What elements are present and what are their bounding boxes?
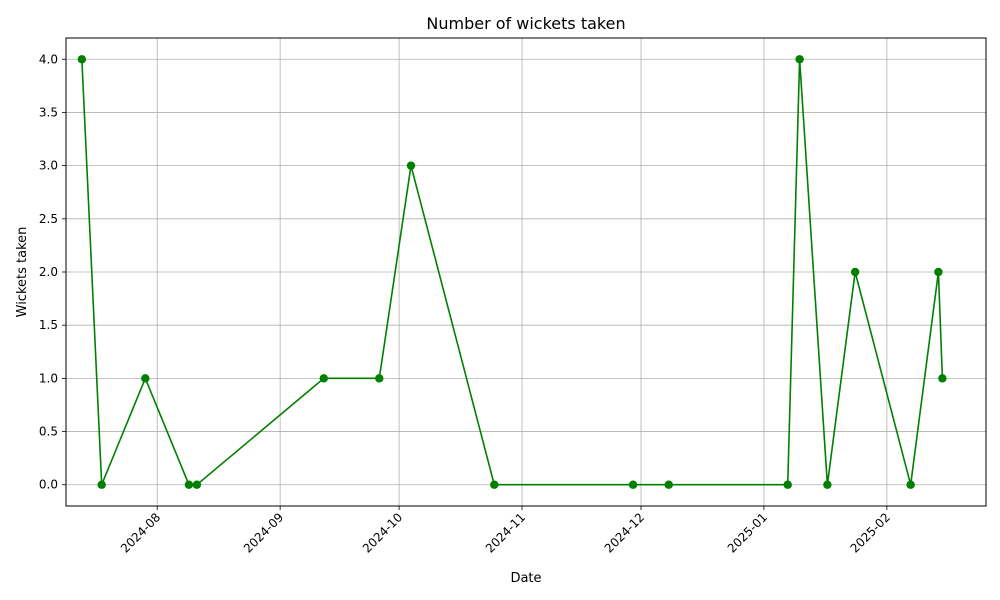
data-point (141, 374, 150, 383)
x-tick-label: 2025-01 (725, 510, 770, 555)
x-tick-label: 2024-08 (118, 510, 163, 555)
x-axis-ticks: 2024-08 2024-09 2024-10 2024-11 2024-12 2025-… (118, 506, 893, 556)
data-point (795, 55, 804, 64)
x-tick-label: 2025-02 (848, 510, 893, 555)
series-wickets (77, 55, 947, 489)
data-point (375, 374, 384, 383)
y-tick-label: 4.0 (39, 52, 58, 66)
y-tick-label: 2.0 (39, 265, 58, 279)
data-point (406, 161, 416, 170)
x-tick-label: 2024-10 (360, 510, 405, 555)
y-tick-label: 1.5 (39, 318, 58, 332)
y-axis-label: Wickets taken (15, 227, 30, 318)
data-point (823, 480, 832, 489)
data-point (97, 480, 106, 489)
grid-lines (66, 38, 986, 506)
x-tick-label: 2024-12 (602, 510, 647, 555)
data-point (184, 480, 194, 489)
data-point (934, 267, 943, 277)
y-tick-label: 2.5 (39, 212, 58, 226)
plot-area-frame (65, 37, 987, 507)
series-line (81, 59, 944, 486)
y-tick-label: 0.5 (39, 425, 58, 439)
y-tick-label: 3.5 (39, 105, 58, 119)
data-point (319, 374, 328, 383)
data-point (664, 480, 673, 489)
x-axis-label: Date (510, 571, 541, 586)
data-point (938, 374, 947, 383)
y-tick-label: 1.0 (39, 371, 58, 385)
data-point (850, 267, 860, 277)
y-tick-label: 3.0 (39, 159, 58, 173)
data-point (783, 480, 792, 489)
data-point (192, 480, 202, 489)
chart-title: Number of wickets taken (426, 14, 625, 33)
x-tick-label: 2024-09 (241, 510, 286, 555)
data-point (490, 480, 499, 489)
y-axis-ticks: 0.0 0.5 1.0 1.5 2.0 2.5 3.0 3.5 4.0 (39, 52, 66, 492)
data-point (906, 480, 915, 489)
x-tick-label: 2024-11 (483, 510, 528, 555)
data-point (77, 55, 87, 64)
data-point (628, 480, 638, 489)
y-tick-label: 0.0 (39, 478, 58, 492)
